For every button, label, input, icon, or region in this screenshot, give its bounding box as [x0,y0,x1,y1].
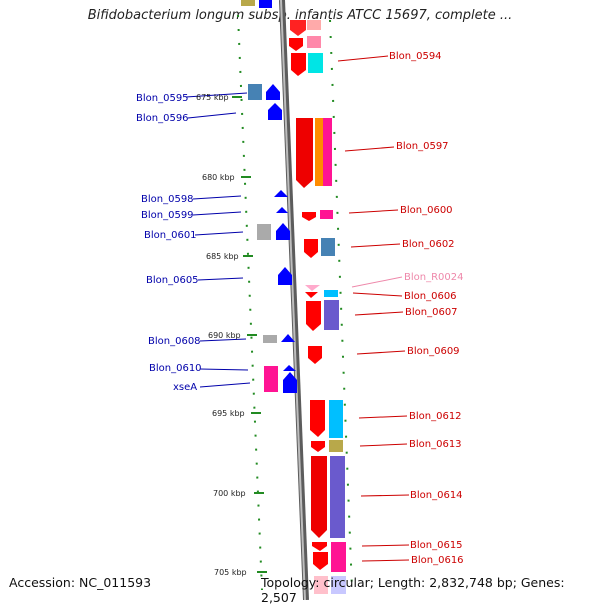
gene-blon-0602-steel [321,238,335,256]
gene-blon-0600 [302,212,316,221]
gene-blon-0594-arrow [289,38,303,51]
gene-blon-0597 [296,118,313,188]
gene-label-xsea[interactable]: xseA [173,382,197,393]
gene-label-blon-0608[interactable]: Blon_0608 [148,336,201,347]
left-callouts [185,92,251,388]
gene-label-blon-0610[interactable]: Blon_0610 [149,363,202,374]
topology-summary: Topology: circular; Length: 2,832,748 bp… [261,575,565,605]
right-callouts [337,55,410,562]
gene-blon-0598 [274,190,288,197]
gene-blon-0600-pink [320,210,333,219]
gene-blon-0608-gray [263,335,277,343]
gene-label-blon-0605[interactable]: Blon_0605 [146,275,199,286]
left-tick-rail [237,14,263,591]
kbp-ticks [232,96,267,573]
gene-blon-0606-cyan [324,290,338,297]
gene-label-blon-0597[interactable]: Blon_0597 [396,141,449,152]
gene-label-blon-0594[interactable]: Blon_0594 [389,51,442,62]
kbp-label: 685 kbp [206,252,239,261]
gene-label-blon-0616[interactable]: Blon_0616 [411,555,464,566]
kbp-label: 700 kbp [213,489,246,498]
gene-box [307,20,321,30]
gene-label-blon-0602[interactable]: Blon_0602 [402,239,455,250]
gene-blon-0614-violet [330,456,345,538]
gene-blon-r0024 [305,285,320,291]
gene-top-blue [259,0,272,8]
kbp-label: 695 kbp [212,409,245,418]
gene-label-blon-0598[interactable]: Blon_0598 [141,194,194,205]
gene-blon-0608 [281,334,295,342]
map-title: Bifidobacterium longum subsp. infantis A… [87,8,513,23]
gene-blon-0613 [311,441,325,452]
gene-box [307,36,321,48]
accession-text: Accession: NC_011593 [9,575,152,590]
gene-blon-0612 [310,400,325,437]
gene-arrow [290,20,306,36]
kbp-label: 705 kbp [214,568,247,577]
gene-blon-0605 [278,267,292,285]
gene-blon-0602 [304,239,318,258]
gene-blon-0606 [305,292,318,298]
gene-blon-0613-olive [329,440,343,452]
gene-blon-0597-pink [323,118,332,186]
gene-label-blon-0615[interactable]: Blon_0615 [410,540,463,551]
gene-label-blon-0600[interactable]: Blon_0600 [400,205,453,216]
gene-blon-0610-pink [264,366,278,392]
gene-blon-0595-steel [248,84,262,100]
gene-label-blon-0609[interactable]: Blon_0609 [407,346,460,357]
gene-blon-0607-violet [324,300,339,330]
gene-label-blon-0607[interactable]: Blon_0607 [405,307,458,318]
gene-blon-0612-cyan [329,400,343,438]
gene-blon-0594 [291,53,306,76]
gene-blon-0615 [312,542,327,551]
kbp-label: 680 kbp [202,173,235,182]
gene-xsea [283,372,297,393]
gene-blon-0595 [266,84,280,100]
gene-blon-0616 [313,552,328,570]
gene-blon-0594-partner [308,53,323,73]
kbp-label: 690 kbp [208,331,241,340]
gene-blon-0614 [311,456,327,538]
gene-blon-0596 [268,103,282,120]
gene-blon-0601 [276,223,290,240]
gene-blon-0616-pink [331,542,346,572]
gene-bottom-lavender [331,576,346,594]
gene-label-blon-0596[interactable]: Blon_0596 [136,113,189,124]
gene-label-blon-0614[interactable]: Blon_0614 [410,490,463,501]
gene-label-blon-0595[interactable]: Blon_0595 [136,93,189,104]
gene-blon-0609 [308,346,322,364]
gene-label-blon-r0024[interactable]: Blon_R0024 [404,272,464,283]
gene-label-blon-0612[interactable]: Blon_0612 [409,411,462,422]
gene-blon-0601-gray [257,224,271,240]
gene-blon-0597-orange [315,118,323,186]
gene-label-blon-0606[interactable]: Blon_0606 [404,291,457,302]
gene-bottom-pink [314,576,328,594]
gene-blon-0599 [276,207,288,213]
gene-label-blon-0601[interactable]: Blon_0601 [144,230,197,241]
gene-label-blon-0613[interactable]: Blon_0613 [409,439,462,450]
gene-blon-0610 [283,365,296,371]
gene-label-blon-0599[interactable]: Blon_0599 [141,210,194,221]
kbp-label: 675 kbp [196,93,229,102]
gene-blon-0607 [306,301,321,331]
gene-top-olive [241,0,255,6]
